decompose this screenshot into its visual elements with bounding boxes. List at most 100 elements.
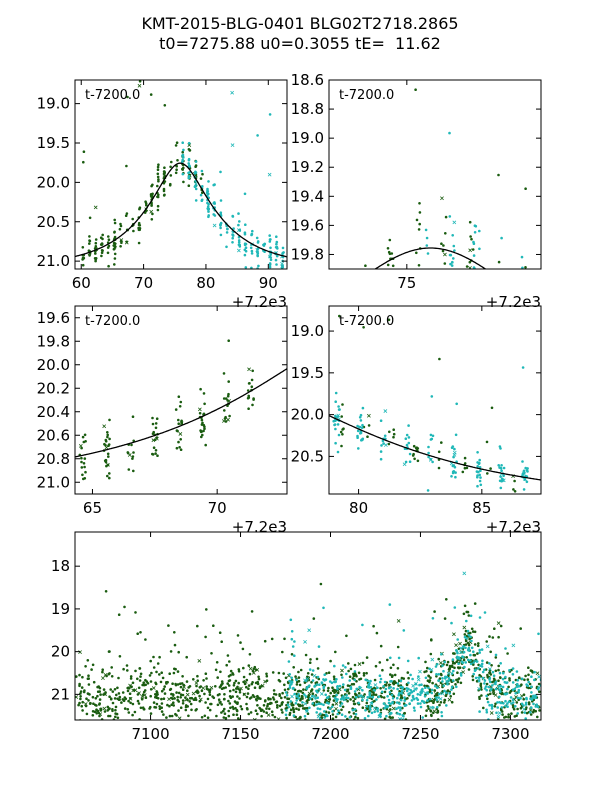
data-point-dark [458, 641, 462, 646]
data-point-dark [259, 697, 262, 700]
data-point-dark [245, 695, 249, 699]
data-point-dark [471, 675, 475, 678]
data-point-dark [108, 707, 111, 710]
data-point-cyan [318, 717, 322, 720]
data-point-dark [438, 677, 442, 680]
data-point-cyan [502, 702, 505, 705]
data-point-cyan [517, 688, 521, 692]
data-point-cyan [428, 667, 431, 671]
data-point-dark [331, 713, 335, 716]
data-point-cyan [452, 257, 455, 260]
data-point-dark [206, 688, 210, 691]
data-point-dark [149, 712, 153, 715]
data-point-cyan [448, 131, 451, 135]
data-point-cyan [181, 172, 185, 176]
data-point-dark [197, 658, 202, 663]
data-point-dark [374, 693, 378, 697]
data-point-cyan [447, 677, 451, 680]
data-point-dark [295, 680, 299, 684]
data-point-dark [470, 237, 473, 241]
data-point-dark [227, 380, 230, 383]
data-point-dark [247, 407, 250, 411]
data-point-cyan [498, 313, 501, 316]
data-point-cyan [391, 697, 395, 700]
data-point-cyan [340, 713, 344, 716]
data-point-dark [535, 671, 540, 676]
data-point-cyan [478, 458, 482, 462]
data-point-cyan [451, 470, 455, 474]
data-point-dark [167, 624, 170, 627]
data-point-dark [523, 275, 526, 278]
data-point-dark [338, 314, 341, 318]
data-point-dark [416, 286, 419, 289]
data-point-dark [231, 695, 234, 698]
data-point-dark [162, 170, 166, 173]
data-point-cyan [407, 681, 410, 685]
data-point-dark [154, 426, 158, 430]
data-point-dark [174, 144, 178, 147]
data-point-dark [468, 260, 472, 264]
data-point-dark [418, 222, 422, 226]
data-point-dark [263, 725, 266, 728]
x-tick-label: 7200 [311, 725, 349, 743]
data-point-cyan [285, 694, 289, 697]
data-point-dark [415, 218, 419, 222]
data-point-cyan [430, 437, 434, 441]
data-point-dark [462, 625, 467, 630]
data-point-cyan [469, 635, 472, 639]
data-point-dark [236, 685, 239, 689]
data-point-dark [108, 418, 111, 422]
data-point-dark [224, 397, 228, 400]
data-point-dark [198, 411, 202, 415]
data-point-dark [188, 685, 192, 688]
data-point-dark [271, 671, 275, 674]
data-point-cyan [437, 696, 441, 699]
data-point-cyan [478, 479, 482, 483]
data-point-dark [204, 672, 208, 675]
data-point-cyan [453, 447, 456, 451]
data-point-cyan [529, 706, 533, 710]
data-point-dark [137, 241, 141, 245]
data-point-dark [126, 95, 129, 99]
data-point-cyan [200, 199, 204, 202]
data-point-cyan [314, 697, 317, 700]
data-point-dark [396, 619, 401, 623]
data-point-dark [304, 653, 308, 657]
data-point-dark [305, 736, 308, 739]
data-point-dark [341, 403, 344, 406]
data-point-dark [305, 706, 309, 710]
data-point-dark [160, 697, 163, 701]
data-point-cyan [452, 455, 455, 459]
data-point-dark [86, 659, 90, 662]
data-point-dark [412, 452, 415, 456]
data-point-dark [98, 698, 102, 701]
data-point-cyan [408, 460, 412, 464]
data-point-dark [176, 725, 179, 728]
data-point-dark [513, 479, 516, 483]
data-point-cyan [522, 496, 525, 499]
data-point-dark [127, 711, 131, 714]
data-point-dark [107, 443, 111, 446]
y-tick-label: 20.0 [37, 356, 70, 374]
data-point-cyan [396, 682, 400, 685]
data-point-dark [443, 252, 447, 257]
data-point-dark [193, 736, 196, 739]
data-point-dark [319, 582, 323, 586]
data-point-dark [123, 707, 127, 710]
data-point-cyan [317, 702, 321, 705]
data-point-dark [497, 664, 501, 668]
data-point-dark [209, 741, 212, 744]
data-point-cyan [418, 669, 422, 674]
data-point-cyan [501, 275, 504, 278]
data-point-cyan [360, 694, 363, 697]
data-point-dark [237, 681, 240, 685]
data-point-cyan [485, 644, 490, 649]
data-point-cyan [522, 707, 526, 712]
data-point-cyan [269, 246, 272, 250]
data-point-dark [93, 257, 97, 260]
data-point-dark [235, 708, 239, 712]
data-point-cyan [469, 659, 472, 662]
axes-frame [74, 79, 288, 270]
data-point-dark [247, 382, 251, 385]
x-tick-label: 7150 [221, 725, 259, 743]
